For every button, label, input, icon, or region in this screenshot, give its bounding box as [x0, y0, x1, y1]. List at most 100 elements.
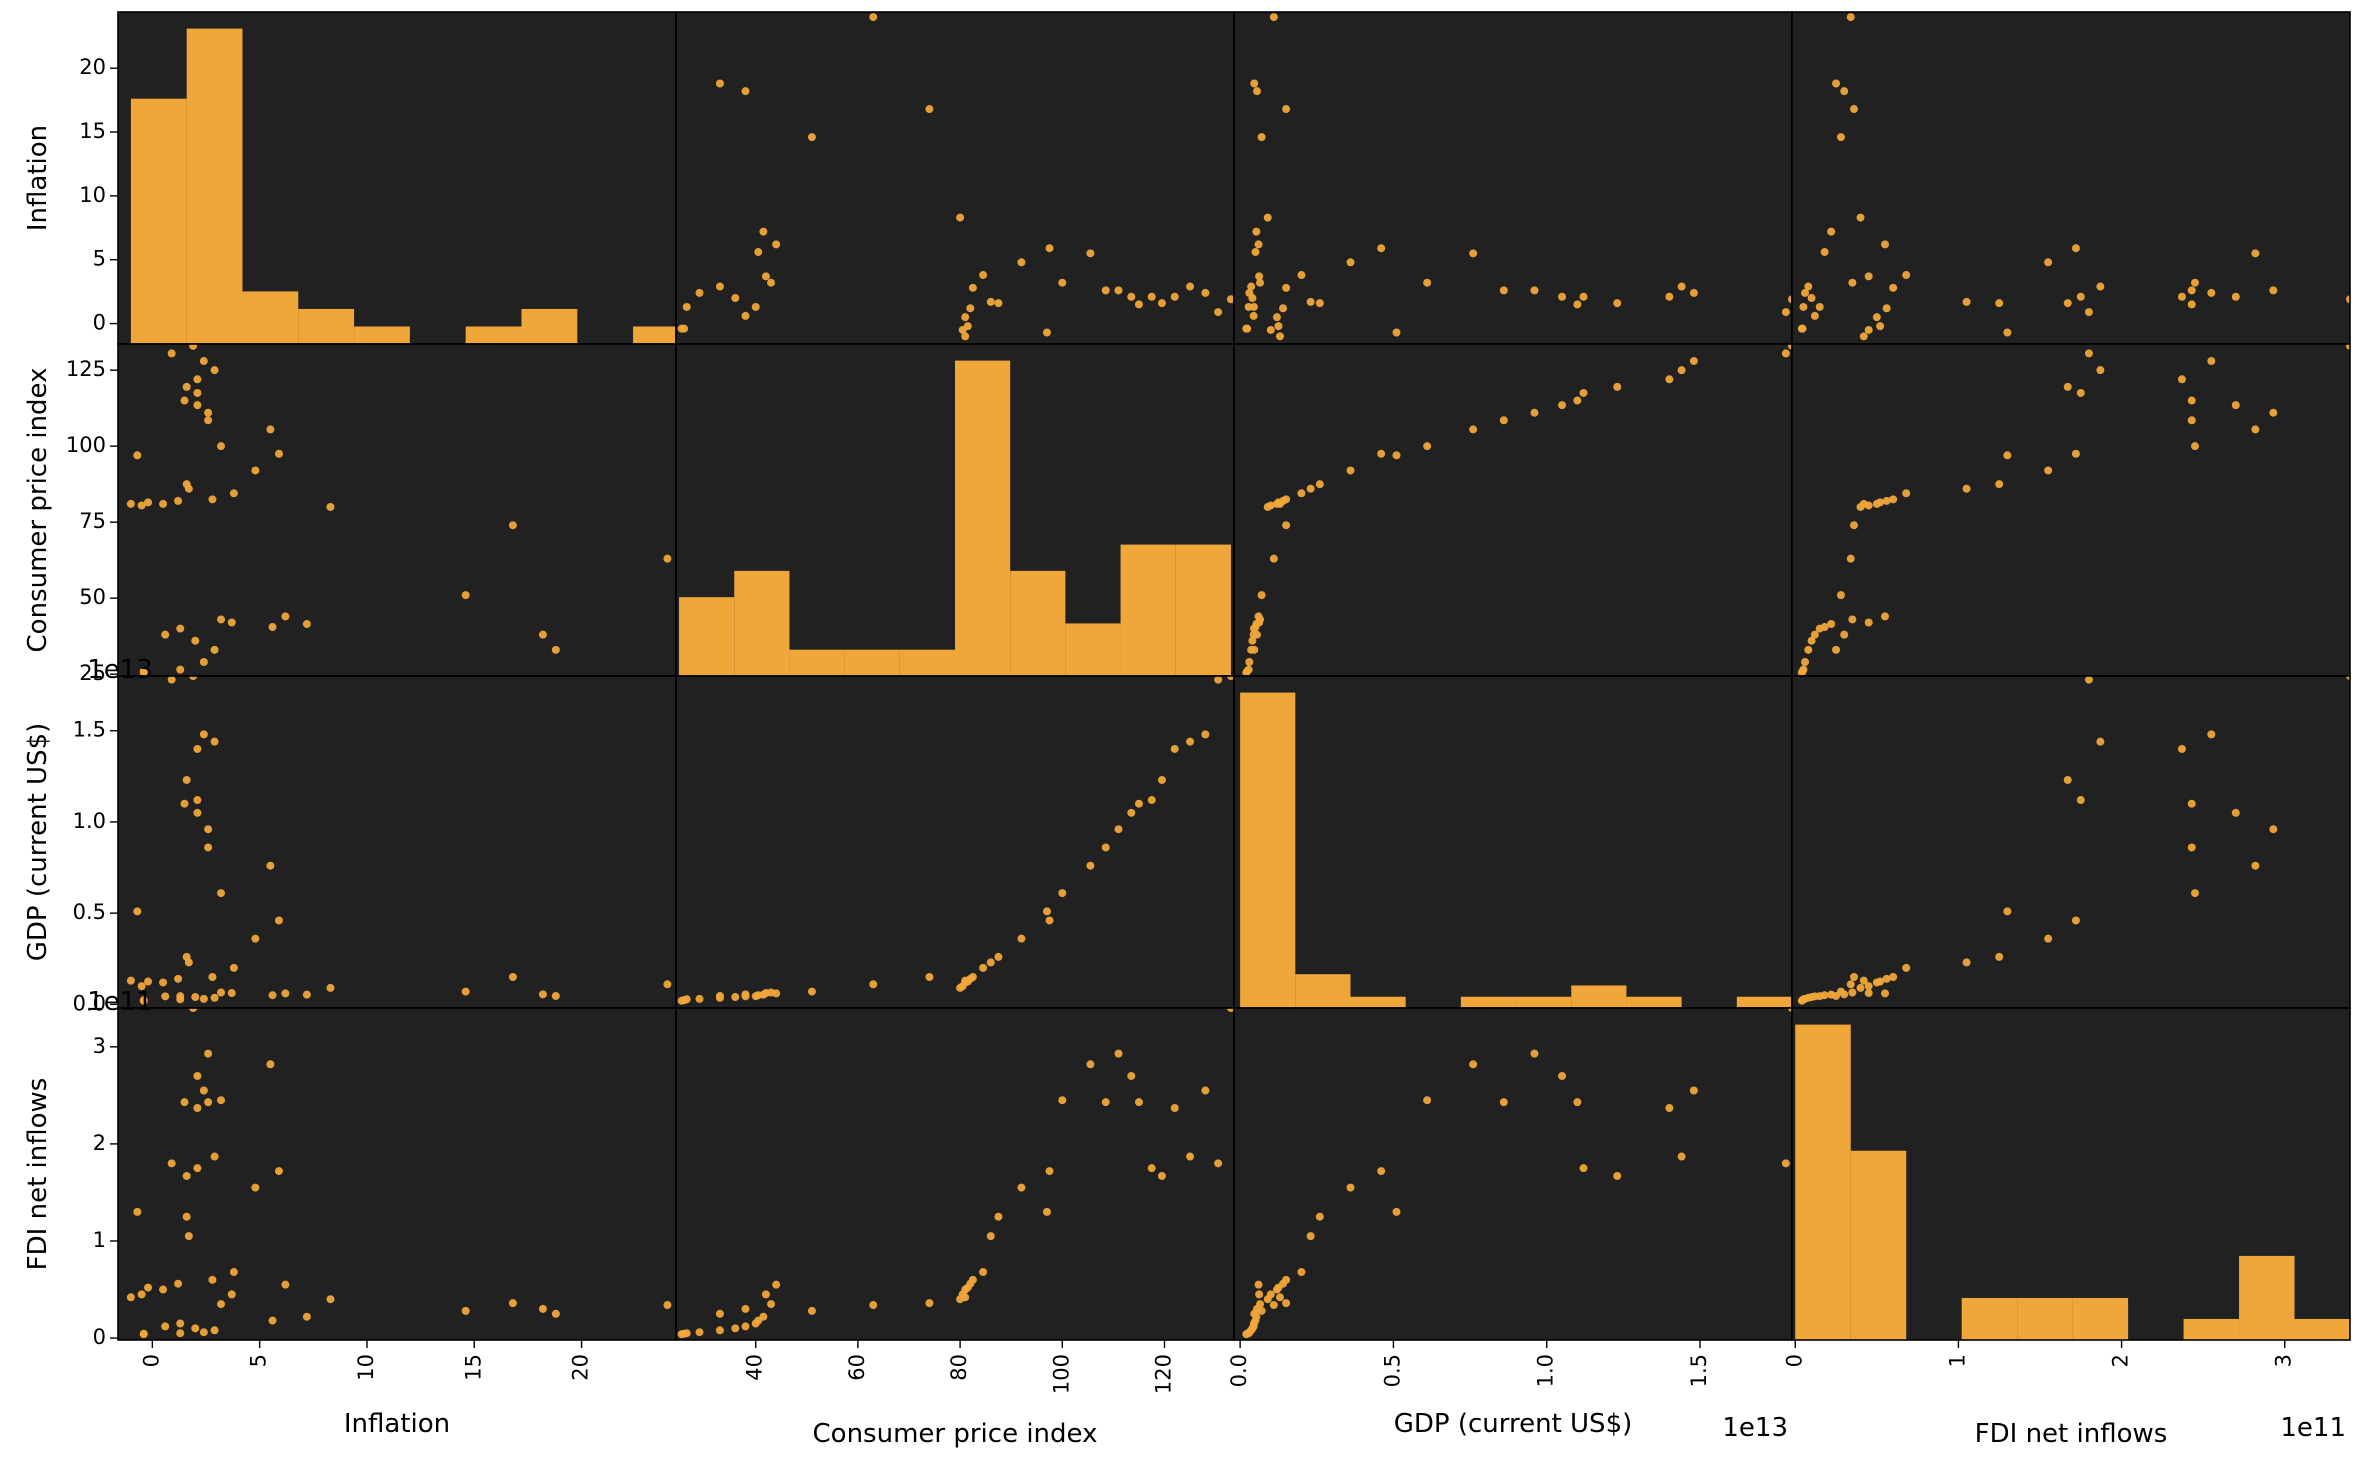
scatter-point — [1881, 989, 1889, 998]
scatter-point — [1017, 1183, 1026, 1192]
hist-bar — [1736, 996, 1792, 1008]
scatter-point — [2071, 916, 2080, 925]
scatter-point — [1252, 87, 1261, 96]
x-tick-label: 1 — [1945, 1354, 1969, 1367]
panel-marks — [1797, 676, 2350, 1005]
x-tick-label: 120 — [1152, 1354, 1176, 1394]
scatter-point — [1962, 958, 1971, 967]
scatter-point — [2177, 292, 2186, 301]
scatter-point — [1058, 1096, 1067, 1105]
scatter-point — [1266, 1290, 1275, 1299]
scatter-point — [1881, 240, 1889, 249]
scatter-point — [1279, 304, 1288, 313]
panel-consumer-price-index-vs-consumer-price-index — [675, 343, 1235, 677]
scatter-point — [2187, 799, 2196, 808]
scatter-point — [680, 324, 689, 333]
scatter-point — [772, 989, 781, 998]
panel-marks — [1240, 692, 1792, 1008]
scatter-point — [204, 1098, 213, 1107]
hist-bar — [1850, 1150, 1907, 1340]
scatter-point — [1807, 636, 1816, 645]
scatter-point — [1249, 311, 1258, 320]
scatter-point — [1889, 972, 1898, 981]
scatter-point — [1889, 495, 1898, 504]
scatter-point — [1846, 554, 1855, 563]
scatter-point — [1315, 1212, 1324, 1221]
hist-bar — [521, 308, 578, 344]
scatter-point — [1801, 288, 1810, 297]
scatter-point — [1282, 1275, 1291, 1284]
scatter-point — [217, 988, 226, 997]
scatter-point — [1962, 484, 1971, 493]
scatter-point — [979, 1268, 988, 1277]
panel-fdi-net-inflows-vs-fdi-net-inflows — [1791, 1007, 2351, 1341]
panel-marks — [679, 360, 1231, 676]
scatter-point — [508, 1299, 517, 1308]
scatter-point — [1247, 282, 1256, 291]
scatter-point — [2044, 258, 2053, 267]
scatter-point — [1086, 249, 1095, 258]
scatter-point — [1859, 332, 1868, 341]
scatter-point — [1876, 977, 1885, 986]
scatter-point — [1086, 861, 1095, 870]
scatter-point — [1252, 227, 1261, 236]
y-axis-label-fdi-net-inflows: FDI net inflows — [23, 1078, 53, 1271]
hist-bar — [1120, 544, 1176, 676]
scatter-point — [159, 978, 168, 987]
panel-background — [1234, 12, 1792, 344]
scatter-point — [2177, 375, 2186, 384]
panel-marks — [126, 676, 672, 1005]
y-tick-label: 2 — [93, 1131, 106, 1155]
scatter-point — [2187, 300, 2196, 309]
scatter-point — [1788, 344, 1792, 350]
scatter-point — [1201, 1086, 1210, 1095]
scatter-point — [1377, 449, 1386, 458]
scatter-point — [268, 1316, 277, 1325]
scatter-point — [1282, 283, 1291, 292]
panel-background — [1234, 344, 1792, 676]
scatter-point — [1274, 322, 1283, 331]
x-offset-text: 1e11 — [2280, 1413, 2346, 1443]
scatter-point — [1677, 366, 1686, 375]
scatter-point — [1840, 630, 1849, 639]
scatter-point — [1306, 297, 1315, 306]
scatter-point — [963, 322, 972, 331]
hist-bar — [1961, 1297, 2018, 1340]
y-axis-label-inflation: Inflation — [23, 125, 53, 231]
scatter-point — [174, 1279, 183, 1288]
hist-bar — [2239, 1255, 2295, 1340]
scatter-point — [761, 989, 770, 998]
y-tick-label: 1.5 — [73, 718, 106, 742]
hist-bar — [2017, 1297, 2073, 1340]
scatter-point — [715, 1326, 724, 1335]
panel-fdi-net-inflows-vs-gdp-current-us — [1233, 1007, 1793, 1341]
scatter-point — [133, 1207, 142, 1216]
scatter-point — [695, 1328, 704, 1337]
scatter-point — [1392, 451, 1401, 460]
scatter-point — [1579, 1164, 1588, 1173]
panel-gdp-current-us-vs-fdi-net-inflows — [1791, 675, 2351, 1009]
x-tick-label: 0 — [1782, 1354, 1806, 1367]
scatter-point — [1306, 1232, 1315, 1241]
scatter-point — [1810, 311, 1819, 320]
scatter-point — [1201, 730, 1210, 739]
scatter-point — [1573, 1098, 1582, 1107]
scatter-point — [1250, 79, 1259, 88]
scatter-point — [139, 996, 148, 1005]
scatter-point — [772, 1280, 781, 1289]
scatter-point — [2191, 889, 2199, 898]
scatter-point — [1864, 272, 1873, 281]
hist-bar — [633, 326, 676, 344]
labels-layer: Inflation Consumer price index GDP (curren… — [23, 125, 2346, 1449]
scatter-point — [210, 645, 219, 654]
scatter-point — [807, 1306, 816, 1315]
scatter-point — [1170, 292, 1179, 301]
scatter-point — [2003, 907, 2012, 916]
scatter-point — [1820, 623, 1829, 632]
scatter-point — [1836, 987, 1845, 996]
scatter-point — [538, 1304, 547, 1313]
scatter-point — [182, 775, 191, 784]
scatter-point — [326, 1295, 335, 1304]
scatter-point — [204, 1049, 213, 1058]
scatter-point — [741, 311, 750, 320]
